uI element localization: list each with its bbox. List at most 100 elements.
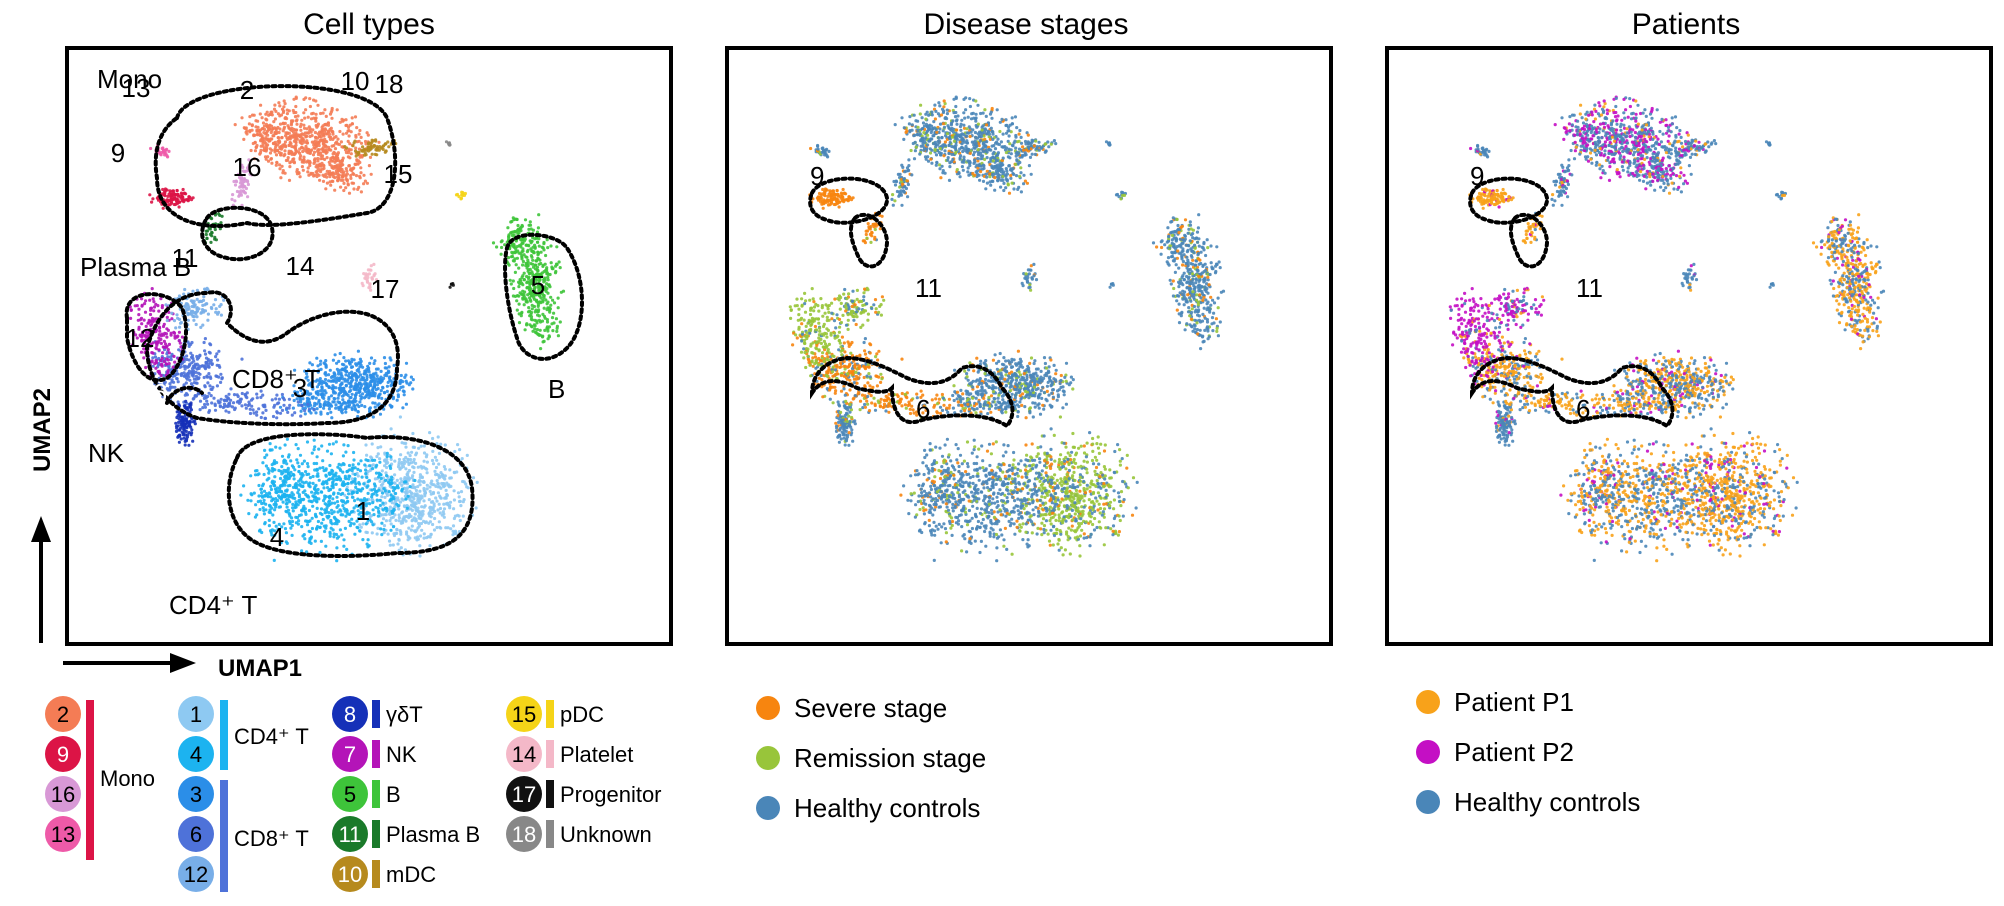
umap-point <box>329 410 333 414</box>
umap-point <box>543 328 547 332</box>
umap-point <box>203 337 207 341</box>
umap-point <box>439 486 443 490</box>
umap-point <box>537 244 541 248</box>
umap-point <box>1074 519 1078 523</box>
umap-point <box>297 519 301 523</box>
umap-point <box>325 175 329 179</box>
umap-point <box>330 508 334 512</box>
umap-point <box>295 516 300 520</box>
umap-point <box>338 508 342 512</box>
umap-point <box>335 367 339 371</box>
umap-point <box>323 377 328 382</box>
umap-point <box>1091 462 1096 466</box>
umap-point <box>1085 467 1089 471</box>
umap-point <box>356 349 360 353</box>
umap-point <box>319 490 323 494</box>
umap-point <box>331 172 335 176</box>
umap-point <box>189 342 193 346</box>
umap-point <box>331 400 335 404</box>
umap-point <box>1088 544 1092 548</box>
umap-point <box>331 137 335 141</box>
umap-point <box>263 416 267 420</box>
umap-point <box>1098 475 1102 479</box>
umap-point <box>171 365 175 369</box>
umap-point <box>1025 453 1029 457</box>
umap-point <box>332 491 336 495</box>
umap-point <box>401 465 406 469</box>
umap-point <box>305 440 310 444</box>
umap-point <box>330 106 334 111</box>
umap-point <box>283 149 287 153</box>
umap-point <box>444 140 449 144</box>
umap-point <box>395 527 399 532</box>
umap-point <box>509 282 513 286</box>
umap-point <box>441 510 445 514</box>
umap-point <box>1056 542 1060 546</box>
umap-point <box>1079 464 1083 468</box>
umap-point <box>366 538 370 542</box>
umap-point <box>278 104 282 108</box>
umap-point <box>524 297 528 301</box>
umap-point <box>339 140 343 144</box>
umap-point <box>546 275 550 279</box>
umap-point <box>380 469 384 473</box>
umap-point <box>428 508 433 513</box>
umap-point <box>314 411 318 415</box>
umap-point <box>555 326 559 330</box>
umap-point <box>342 483 346 487</box>
umap-point <box>173 336 177 340</box>
umap-point <box>321 392 325 396</box>
umap-point <box>348 142 352 146</box>
umap-point <box>447 141 451 145</box>
umap-point <box>1116 443 1120 447</box>
umap-point <box>316 491 320 495</box>
umap-point <box>324 114 328 118</box>
umap-point <box>288 519 292 524</box>
umap-point <box>420 505 424 509</box>
umap-point <box>311 504 315 508</box>
umap-point <box>385 374 389 378</box>
umap-point <box>299 128 303 132</box>
umap-point <box>129 308 133 312</box>
umap-point <box>393 499 398 504</box>
umap-point <box>224 409 228 413</box>
umap-point <box>311 111 315 115</box>
umap-point <box>420 528 424 532</box>
umap-point <box>289 459 293 463</box>
umap-point <box>331 497 335 501</box>
umap-point <box>542 242 546 246</box>
umap-point <box>292 477 296 481</box>
umap-point <box>338 488 342 492</box>
umap-point <box>452 489 456 493</box>
umap-point <box>242 190 246 194</box>
umap-point <box>364 458 368 462</box>
umap-point <box>264 112 268 116</box>
umap-point <box>298 147 302 151</box>
umap-point <box>336 178 340 182</box>
umap-point <box>452 498 456 502</box>
umap-point <box>545 238 549 242</box>
umap-point <box>385 384 389 388</box>
umap-point <box>406 494 410 498</box>
umap-point <box>1097 520 1101 524</box>
umap-point <box>316 519 320 524</box>
umap-point <box>341 398 345 402</box>
umap-point <box>197 364 201 368</box>
umap-point <box>334 532 339 537</box>
umap-point <box>441 473 445 477</box>
umap-point <box>170 317 174 321</box>
umap-point <box>1042 434 1046 438</box>
umap-point <box>402 393 406 397</box>
umap-point <box>1102 543 1106 547</box>
umap-point <box>335 546 339 550</box>
umap-point <box>1071 431 1075 436</box>
umap-point <box>475 480 479 484</box>
cluster-label-12: 12 <box>126 323 155 353</box>
umap-point <box>457 499 462 504</box>
umap-point <box>275 161 279 165</box>
umap-point <box>195 310 199 314</box>
umap-point <box>329 518 333 523</box>
umap-point <box>411 431 415 436</box>
umap-point <box>356 367 361 371</box>
umap-point <box>227 392 231 396</box>
